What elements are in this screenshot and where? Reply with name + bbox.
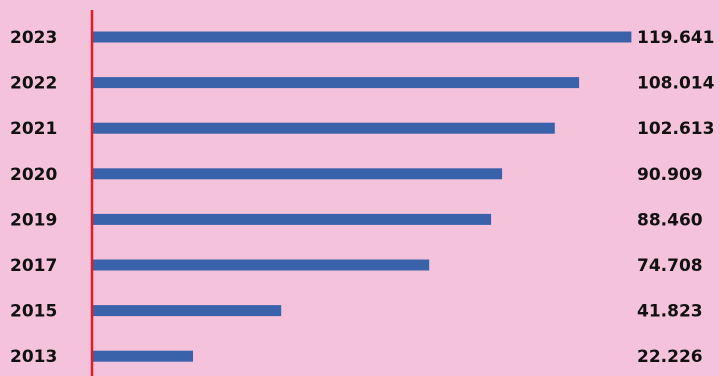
value-label-2015: 41.823 xyxy=(637,302,703,322)
bar-2020 xyxy=(93,168,503,180)
category-label-2021: 2021 xyxy=(10,119,57,139)
value-labels-group: 119.641 108.014 102.613 90.909 88.460 74.708 4… xyxy=(637,28,715,367)
bar-2017 xyxy=(93,259,430,271)
bar-2015 xyxy=(93,305,282,317)
value-label-2019: 88.460 xyxy=(637,210,703,230)
value-label-2022: 108.014 xyxy=(637,74,715,94)
value-label-2017: 74.708 xyxy=(637,256,703,276)
value-label-2020: 90.909 xyxy=(637,165,703,185)
value-label-2013: 22.226 xyxy=(637,347,703,367)
value-label-2023: 119.641 xyxy=(637,28,714,48)
category-label-2015: 2015 xyxy=(10,302,57,322)
bar-2023 xyxy=(93,31,632,43)
bar-2013 xyxy=(93,350,193,362)
category-label-2017: 2017 xyxy=(10,256,57,276)
category-label-2019: 2019 xyxy=(10,210,57,230)
bar-2022 xyxy=(93,77,580,89)
bar-2021 xyxy=(93,122,555,134)
category-label-2020: 2020 xyxy=(10,165,57,185)
bars-group xyxy=(93,31,632,362)
value-label-2021: 102.613 xyxy=(637,119,714,139)
category-label-2022: 2022 xyxy=(10,74,57,94)
category-label-2013: 2013 xyxy=(10,347,57,367)
category-label-2023: 2023 xyxy=(10,28,57,48)
year-labels-group: 2023 2022 2021 2020 2019 2017 2015 2013 xyxy=(10,28,57,367)
bar-2019 xyxy=(93,213,492,225)
